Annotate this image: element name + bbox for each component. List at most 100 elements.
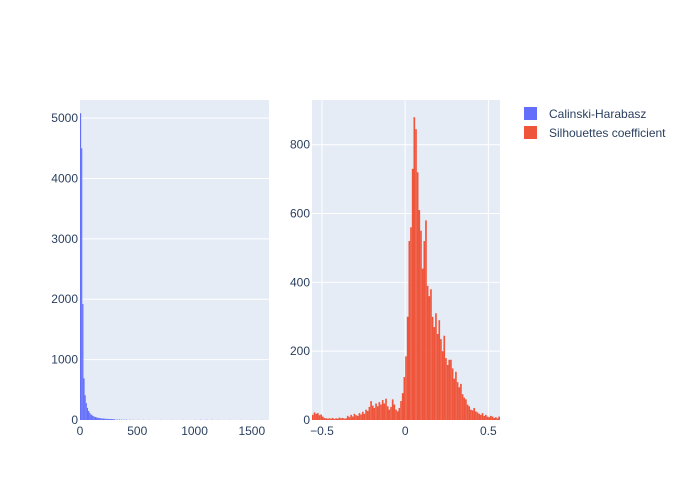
histogram-bar-silhouettes-coefficient[interactable] <box>380 404 382 420</box>
histogram-bar-silhouettes-coefficient[interactable] <box>391 399 394 420</box>
histogram-bar-silhouettes-coefficient[interactable] <box>393 404 396 420</box>
histogram-bar-silhouettes-coefficient[interactable] <box>413 117 416 421</box>
histogram-bar-silhouettes-coefficient[interactable] <box>398 407 401 420</box>
histogram-bar-silhouettes-coefficient[interactable] <box>356 415 359 420</box>
histogram-bar-silhouettes-coefficient[interactable] <box>401 393 404 420</box>
histogram-bar-silhouettes-coefficient[interactable] <box>383 403 386 420</box>
histogram-bar-silhouettes-coefficient[interactable] <box>338 417 341 420</box>
histogram-bar-calinski-harabasz[interactable] <box>80 113 82 420</box>
histogram-bar-silhouettes-coefficient[interactable] <box>431 316 434 420</box>
histogram-bar-silhouettes-coefficient[interactable] <box>476 412 479 420</box>
histogram-bar-silhouettes-coefficient[interactable] <box>366 411 369 420</box>
histogram-bar-calinski-harabasz[interactable] <box>105 418 107 420</box>
histogram-bar-silhouettes-coefficient[interactable] <box>486 416 489 420</box>
histogram-bar-silhouettes-coefficient[interactable] <box>481 413 484 420</box>
histogram-bar-silhouettes-coefficient[interactable] <box>365 409 367 420</box>
histogram-bar-calinski-harabasz[interactable] <box>88 410 90 420</box>
histogram-bar-calinski-harabasz[interactable] <box>85 403 87 420</box>
histogram-bar-silhouettes-coefficient[interactable] <box>465 399 467 420</box>
histogram-bar-silhouettes-coefficient[interactable] <box>416 172 419 420</box>
histogram-bar-silhouettes-coefficient[interactable] <box>350 414 352 420</box>
histogram-bar-silhouettes-coefficient[interactable] <box>343 418 346 420</box>
histogram-bar-calinski-harabasz[interactable] <box>94 417 97 420</box>
histogram-bar-calinski-harabasz[interactable] <box>107 418 109 420</box>
histogram-bar-silhouettes-coefficient[interactable] <box>360 414 362 420</box>
histogram-bar-silhouettes-coefficient[interactable] <box>430 289 432 420</box>
histogram-bar-silhouettes-coefficient[interactable] <box>433 327 436 420</box>
histogram-bar-silhouettes-coefficient[interactable] <box>440 339 442 420</box>
histogram-bar-calinski-harabasz[interactable] <box>110 419 113 420</box>
legend-item-calinski-harabasz[interactable]: Calinski-Harabasz <box>524 107 646 121</box>
histogram-bar-silhouettes-coefficient[interactable] <box>313 412 316 420</box>
histogram-bar-silhouettes-coefficient[interactable] <box>446 364 449 420</box>
histogram-bar-silhouettes-coefficient[interactable] <box>483 415 486 420</box>
histogram-bar-silhouettes-coefficient[interactable] <box>323 417 326 420</box>
histogram-bar-calinski-harabasz[interactable] <box>86 407 89 420</box>
histogram-bar-silhouettes-coefficient[interactable] <box>355 415 357 420</box>
histogram-bar-calinski-harabasz[interactable] <box>100 418 102 420</box>
histogram-bar-silhouettes-coefficient[interactable] <box>425 220 427 420</box>
histogram-bar-silhouettes-coefficient[interactable] <box>475 411 477 420</box>
histogram-bar-calinski-harabasz[interactable] <box>118 419 121 420</box>
histogram-bar-silhouettes-coefficient[interactable] <box>328 418 331 420</box>
histogram-bar-calinski-harabasz[interactable] <box>93 416 95 420</box>
histogram-bar-silhouettes-coefficient[interactable] <box>371 405 374 420</box>
histogram-bar-silhouettes-coefficient[interactable] <box>463 397 466 420</box>
histogram-bar-calinski-harabasz[interactable] <box>116 419 118 420</box>
legend-item-silhouettes-coefficient[interactable]: Silhouettes coefficient <box>524 126 666 140</box>
histogram-bar-silhouettes-coefficient[interactable] <box>491 416 494 420</box>
histogram-bar-silhouettes-coefficient[interactable] <box>470 409 472 420</box>
histogram-bar-calinski-harabasz[interactable] <box>104 418 106 420</box>
histogram-bar-silhouettes-coefficient[interactable] <box>420 230 422 420</box>
histogram-bar-calinski-harabasz[interactable] <box>83 378 85 420</box>
histogram-bar-calinski-harabasz[interactable] <box>90 414 92 420</box>
histogram-bar-calinski-harabasz[interactable] <box>112 419 114 420</box>
histogram-bar-silhouettes-coefficient[interactable] <box>485 414 487 420</box>
histogram-bar-silhouettes-coefficient[interactable] <box>315 413 317 420</box>
histogram-bar-silhouettes-coefficient[interactable] <box>385 398 387 420</box>
histogram-bar-silhouettes-coefficient[interactable] <box>378 402 381 420</box>
histogram-bar-silhouettes-coefficient[interactable] <box>333 418 336 420</box>
histogram-bar-silhouettes-coefficient[interactable] <box>443 335 446 420</box>
histogram-bar-silhouettes-coefficient[interactable] <box>358 413 361 420</box>
histogram-bar-silhouettes-coefficient[interactable] <box>488 417 491 420</box>
histogram-bar-silhouettes-coefficient[interactable] <box>348 417 351 420</box>
histogram-bar-silhouettes-coefficient[interactable] <box>368 406 371 420</box>
histogram-bar-calinski-harabasz[interactable] <box>84 395 86 420</box>
histogram-bar-silhouettes-coefficient[interactable] <box>418 210 421 420</box>
histogram-bar-calinski-harabasz[interactable] <box>109 419 111 420</box>
histogram-bar-silhouettes-coefficient[interactable] <box>456 382 459 420</box>
histogram-bar-silhouettes-coefficient[interactable] <box>325 418 327 420</box>
histogram-bar-silhouettes-coefficient[interactable] <box>370 401 372 420</box>
histogram-bar-silhouettes-coefficient[interactable] <box>435 313 437 420</box>
histogram-bar-silhouettes-coefficient[interactable] <box>466 404 469 420</box>
histogram-bar-silhouettes-coefficient[interactable] <box>326 418 329 420</box>
histogram-bar-silhouettes-coefficient[interactable] <box>490 415 492 420</box>
histogram-bar-calinski-harabasz[interactable] <box>98 417 100 420</box>
histogram-bar-silhouettes-coefficient[interactable] <box>421 268 424 420</box>
histogram-bar-silhouettes-coefficient[interactable] <box>376 406 379 420</box>
histogram-bar-silhouettes-coefficient[interactable] <box>411 168 414 420</box>
histogram-bar-silhouettes-coefficient[interactable] <box>386 406 389 420</box>
histogram-bar-silhouettes-coefficient[interactable] <box>471 410 474 420</box>
histogram-bar-calinski-harabasz[interactable] <box>102 418 105 420</box>
histogram-bar-silhouettes-coefficient[interactable] <box>480 414 482 420</box>
histogram-bar-silhouettes-coefficient[interactable] <box>388 409 391 420</box>
histogram-bar-silhouettes-coefficient[interactable] <box>320 414 322 420</box>
histogram-bar-calinski-harabasz[interactable] <box>92 416 94 420</box>
histogram-bar-silhouettes-coefficient[interactable] <box>451 368 454 420</box>
histogram-bar-calinski-harabasz[interactable] <box>101 418 103 420</box>
histogram-bar-silhouettes-coefficient[interactable] <box>321 416 324 420</box>
histogram-bar-calinski-harabasz[interactable] <box>106 418 108 420</box>
histogram-bar-silhouettes-coefficient[interactable] <box>395 409 397 420</box>
histogram-bar-silhouettes-coefficient[interactable] <box>415 129 417 420</box>
histogram-bar-silhouettes-coefficient[interactable] <box>375 403 377 420</box>
histogram-bar-silhouettes-coefficient[interactable] <box>473 407 476 420</box>
histogram-bar-silhouettes-coefficient[interactable] <box>390 406 392 420</box>
histogram-bar-calinski-harabasz[interactable] <box>113 419 115 420</box>
histogram-bar-silhouettes-coefficient[interactable] <box>458 387 461 420</box>
histogram-bar-silhouettes-coefficient[interactable] <box>373 407 376 420</box>
histogram-bar-silhouettes-coefficient[interactable] <box>460 383 462 420</box>
histogram-bar-silhouettes-coefficient[interactable] <box>363 413 366 420</box>
histogram-bar-silhouettes-coefficient[interactable] <box>445 358 447 420</box>
